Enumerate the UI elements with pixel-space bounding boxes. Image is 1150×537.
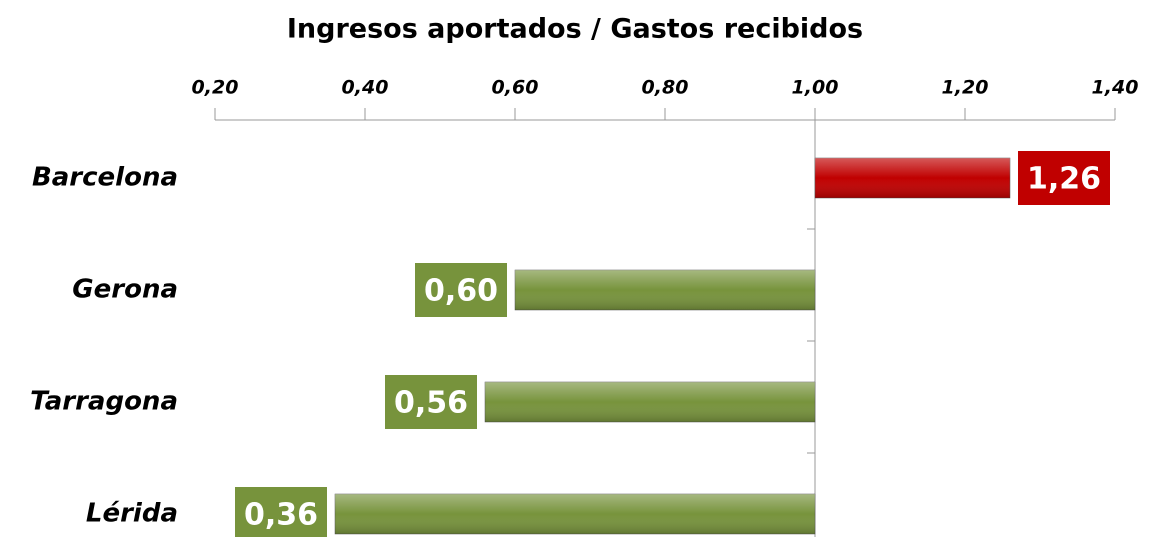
value-label-box [235, 487, 327, 537]
value-label: 0,60 [424, 274, 498, 309]
value-label-box [1018, 151, 1110, 205]
value-label: 1,26 [1027, 162, 1101, 197]
category-label: Gerona [72, 275, 178, 305]
value-label: 0,36 [244, 498, 318, 533]
x-tick-label: 0,40 [342, 77, 389, 99]
category-label: Lérida [86, 499, 178, 529]
value-label-box [385, 375, 477, 429]
bar-gloss [335, 494, 815, 534]
x-tick-label: 0,20 [192, 77, 239, 99]
category-label: Tarragona [30, 387, 178, 417]
bar-gloss [815, 158, 1010, 198]
value-label-box [415, 263, 507, 317]
chart-title: Ingresos aportados / Gastos recibidos [287, 14, 863, 45]
bar-gloss [515, 270, 815, 310]
x-tick-label: 1,00 [792, 77, 839, 99]
x-tick-label: 1,40 [1092, 77, 1139, 99]
value-label: 0,56 [394, 386, 468, 421]
x-tick-label: 0,60 [492, 77, 539, 99]
x-tick-label: 0,80 [642, 77, 689, 99]
category-label: Barcelona [32, 163, 178, 193]
bar-gloss [485, 382, 815, 422]
x-tick-label: 1,20 [942, 77, 989, 99]
